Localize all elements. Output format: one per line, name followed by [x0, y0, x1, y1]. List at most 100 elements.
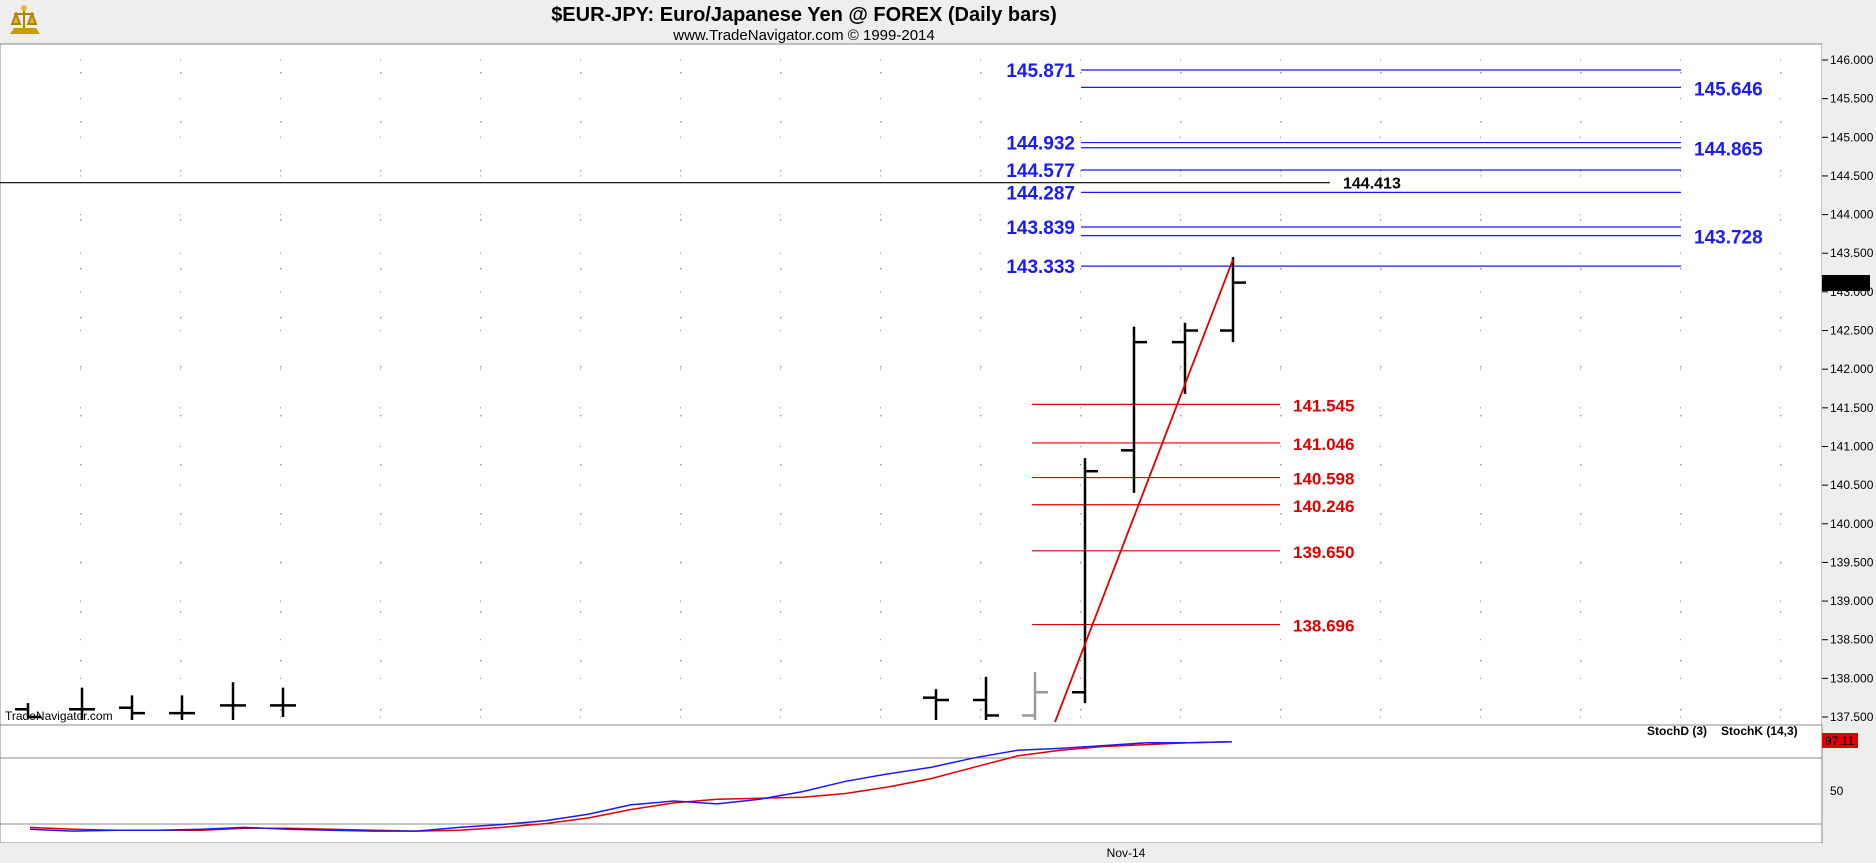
grid-dot — [180, 268, 182, 270]
grid-dot — [880, 317, 882, 319]
grid-dot — [380, 464, 382, 466]
stochd-line — [29, 741, 1233, 832]
grid-dot — [480, 317, 482, 319]
stochk-line — [29, 741, 1233, 832]
grid-dot — [680, 611, 682, 613]
grid-dot — [1080, 562, 1082, 564]
horizontal-line-label: 144.413 — [1343, 176, 1401, 193]
grid-dot — [880, 562, 882, 564]
price-bar — [270, 687, 296, 717]
grid-dot — [1080, 72, 1082, 74]
grid-dot — [380, 268, 382, 270]
grid-dot — [1480, 317, 1482, 319]
grid-dot — [580, 464, 582, 466]
grid-dot — [180, 464, 182, 466]
grid-dot — [1280, 562, 1282, 564]
grid-dot — [1280, 513, 1282, 515]
grid-dot — [1080, 415, 1082, 417]
grid-dot — [1680, 219, 1682, 221]
grid-dot — [180, 170, 182, 172]
grid-dot — [1680, 562, 1682, 564]
grid-dot — [1280, 268, 1282, 270]
grid-dot — [380, 317, 382, 319]
grid-dot — [680, 562, 682, 564]
grid-dot — [1580, 611, 1582, 613]
grid-dot — [480, 415, 482, 417]
grid-dot — [180, 317, 182, 319]
grid-dot — [1080, 709, 1082, 711]
grid-dot — [480, 219, 482, 221]
grid-dot — [1480, 268, 1482, 270]
grid-dot — [680, 170, 682, 172]
grid-dot — [880, 415, 882, 417]
grid-dot — [280, 660, 282, 662]
grid-dot — [1180, 709, 1182, 711]
grid-dot — [1480, 513, 1482, 515]
grid-dot — [1180, 562, 1182, 564]
grid-dot — [1580, 170, 1582, 172]
grid-dot — [980, 660, 982, 662]
price-bar — [973, 676, 999, 720]
grid-dot — [1480, 366, 1482, 368]
red-level-label: 141.046 — [1293, 435, 1354, 454]
trade-navigator-logo-icon[interactable] — [10, 5, 40, 34]
grid-dot — [1180, 464, 1182, 466]
grid-dot — [480, 72, 482, 74]
grid-dot — [1580, 366, 1582, 368]
trendline — [1054, 259, 1234, 723]
y-tick-label: 146.000 — [1830, 53, 1874, 67]
grid-dot — [980, 562, 982, 564]
grid-dot — [680, 317, 682, 319]
red-level-label: 140.598 — [1293, 470, 1354, 489]
grid-dot — [1080, 317, 1082, 319]
grid-dot — [180, 513, 182, 515]
grid-dot — [880, 513, 882, 515]
grid-dot — [880, 170, 882, 172]
grid-dot — [1180, 611, 1182, 613]
blue-level-label-left: 145.871 — [1006, 61, 1075, 82]
grid-dot — [480, 660, 482, 662]
grid-dot — [780, 219, 782, 221]
grid-dot — [80, 219, 82, 221]
last-price-marker: 143.121 — [1822, 275, 1870, 291]
blue-level-label-left: 143.839 — [1006, 218, 1075, 239]
grid-dot — [1280, 709, 1282, 711]
grid-dot — [1180, 219, 1182, 221]
grid-dot — [380, 121, 382, 123]
blue-level-label-left: 144.932 — [1006, 134, 1075, 155]
grid-dot — [280, 415, 282, 417]
chart-subtitle: www.TradeNavigator.com © 1999-2014 — [672, 27, 934, 44]
stoch-last-marker: 97.11 — [1822, 733, 1858, 748]
grid-dot — [980, 709, 982, 711]
grid-dot — [980, 415, 982, 417]
grid-dot — [980, 317, 982, 319]
grid-dot — [280, 170, 282, 172]
grid-dot — [1580, 415, 1582, 417]
grid-dot — [480, 513, 482, 515]
grid-dot — [1180, 317, 1182, 319]
price-panel — [0, 43, 1823, 726]
grid-dot — [280, 513, 282, 515]
grid-dot — [380, 366, 382, 368]
y-tick-label: 140.000 — [1830, 517, 1874, 531]
grid-dot — [1680, 121, 1682, 123]
grid-dot — [1380, 219, 1382, 221]
y-tick-label: 139.500 — [1830, 555, 1874, 569]
grid-dot — [880, 268, 882, 270]
grid-dot — [1280, 366, 1282, 368]
grid-dot — [1380, 170, 1382, 172]
stoch-last-value: 97.11 — [1825, 734, 1854, 748]
blue-level-label-left: 143.333 — [1006, 257, 1075, 278]
grid-dot — [680, 121, 682, 123]
price-bar — [69, 687, 95, 720]
grid-dot — [1280, 464, 1282, 466]
grid-dot — [1680, 611, 1682, 613]
grid-dot — [1680, 72, 1682, 74]
grid-dot — [980, 513, 982, 515]
grid-dot — [1680, 317, 1682, 319]
grid-dot — [1780, 464, 1782, 466]
price-bar — [1072, 458, 1098, 704]
grid-dot — [580, 513, 582, 515]
blue-level-label-left: 144.577 — [1006, 161, 1075, 182]
